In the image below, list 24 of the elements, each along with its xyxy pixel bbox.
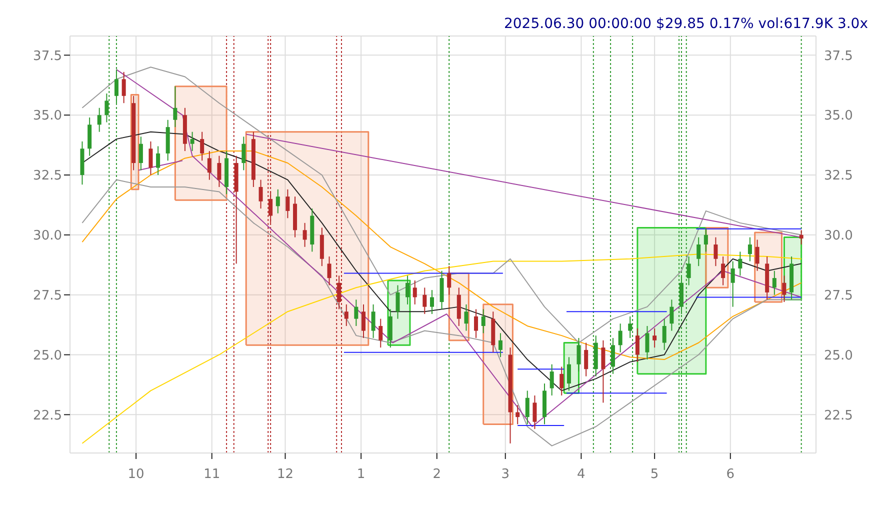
y2-tick-label: 22.5 xyxy=(824,408,853,424)
y-tick-label: 32.5 xyxy=(33,168,62,184)
y2-tick-label: 32.5 xyxy=(824,168,853,184)
y2-tick-label: 27.5 xyxy=(824,288,853,304)
chart-title: 2025.06.30 00:00:00 $29.85 0.17% vol:617.9K 3.0x xyxy=(504,16,868,32)
y2-tick-label: 25.0 xyxy=(824,348,853,364)
y-tick-label: 30.0 xyxy=(33,228,62,244)
y2-tick-label: 37.5 xyxy=(824,48,853,64)
y-tick-label: 22.5 xyxy=(33,408,62,424)
x-tick-label: 3 xyxy=(501,467,510,482)
y2-tick-label: 30.0 xyxy=(824,228,853,244)
y-tick-label: 25.0 xyxy=(33,348,62,364)
x-tick-label: 12 xyxy=(276,467,294,482)
x-tick-label: 5 xyxy=(650,467,659,482)
y-tick-label: 37.5 xyxy=(33,48,62,64)
x-tick-label: 11 xyxy=(204,467,220,482)
x-tick-label: 2 xyxy=(432,467,442,482)
x-tick-label: 1 xyxy=(356,467,366,482)
y-tick-label: 27.5 xyxy=(33,288,62,304)
x-tick-label: 10 xyxy=(128,467,144,482)
y-tick-label: 35.0 xyxy=(33,108,62,124)
x-tick-label: 4 xyxy=(577,467,586,482)
y2-tick-label: 35.0 xyxy=(824,108,853,124)
x-tick-label: 6 xyxy=(726,467,735,482)
